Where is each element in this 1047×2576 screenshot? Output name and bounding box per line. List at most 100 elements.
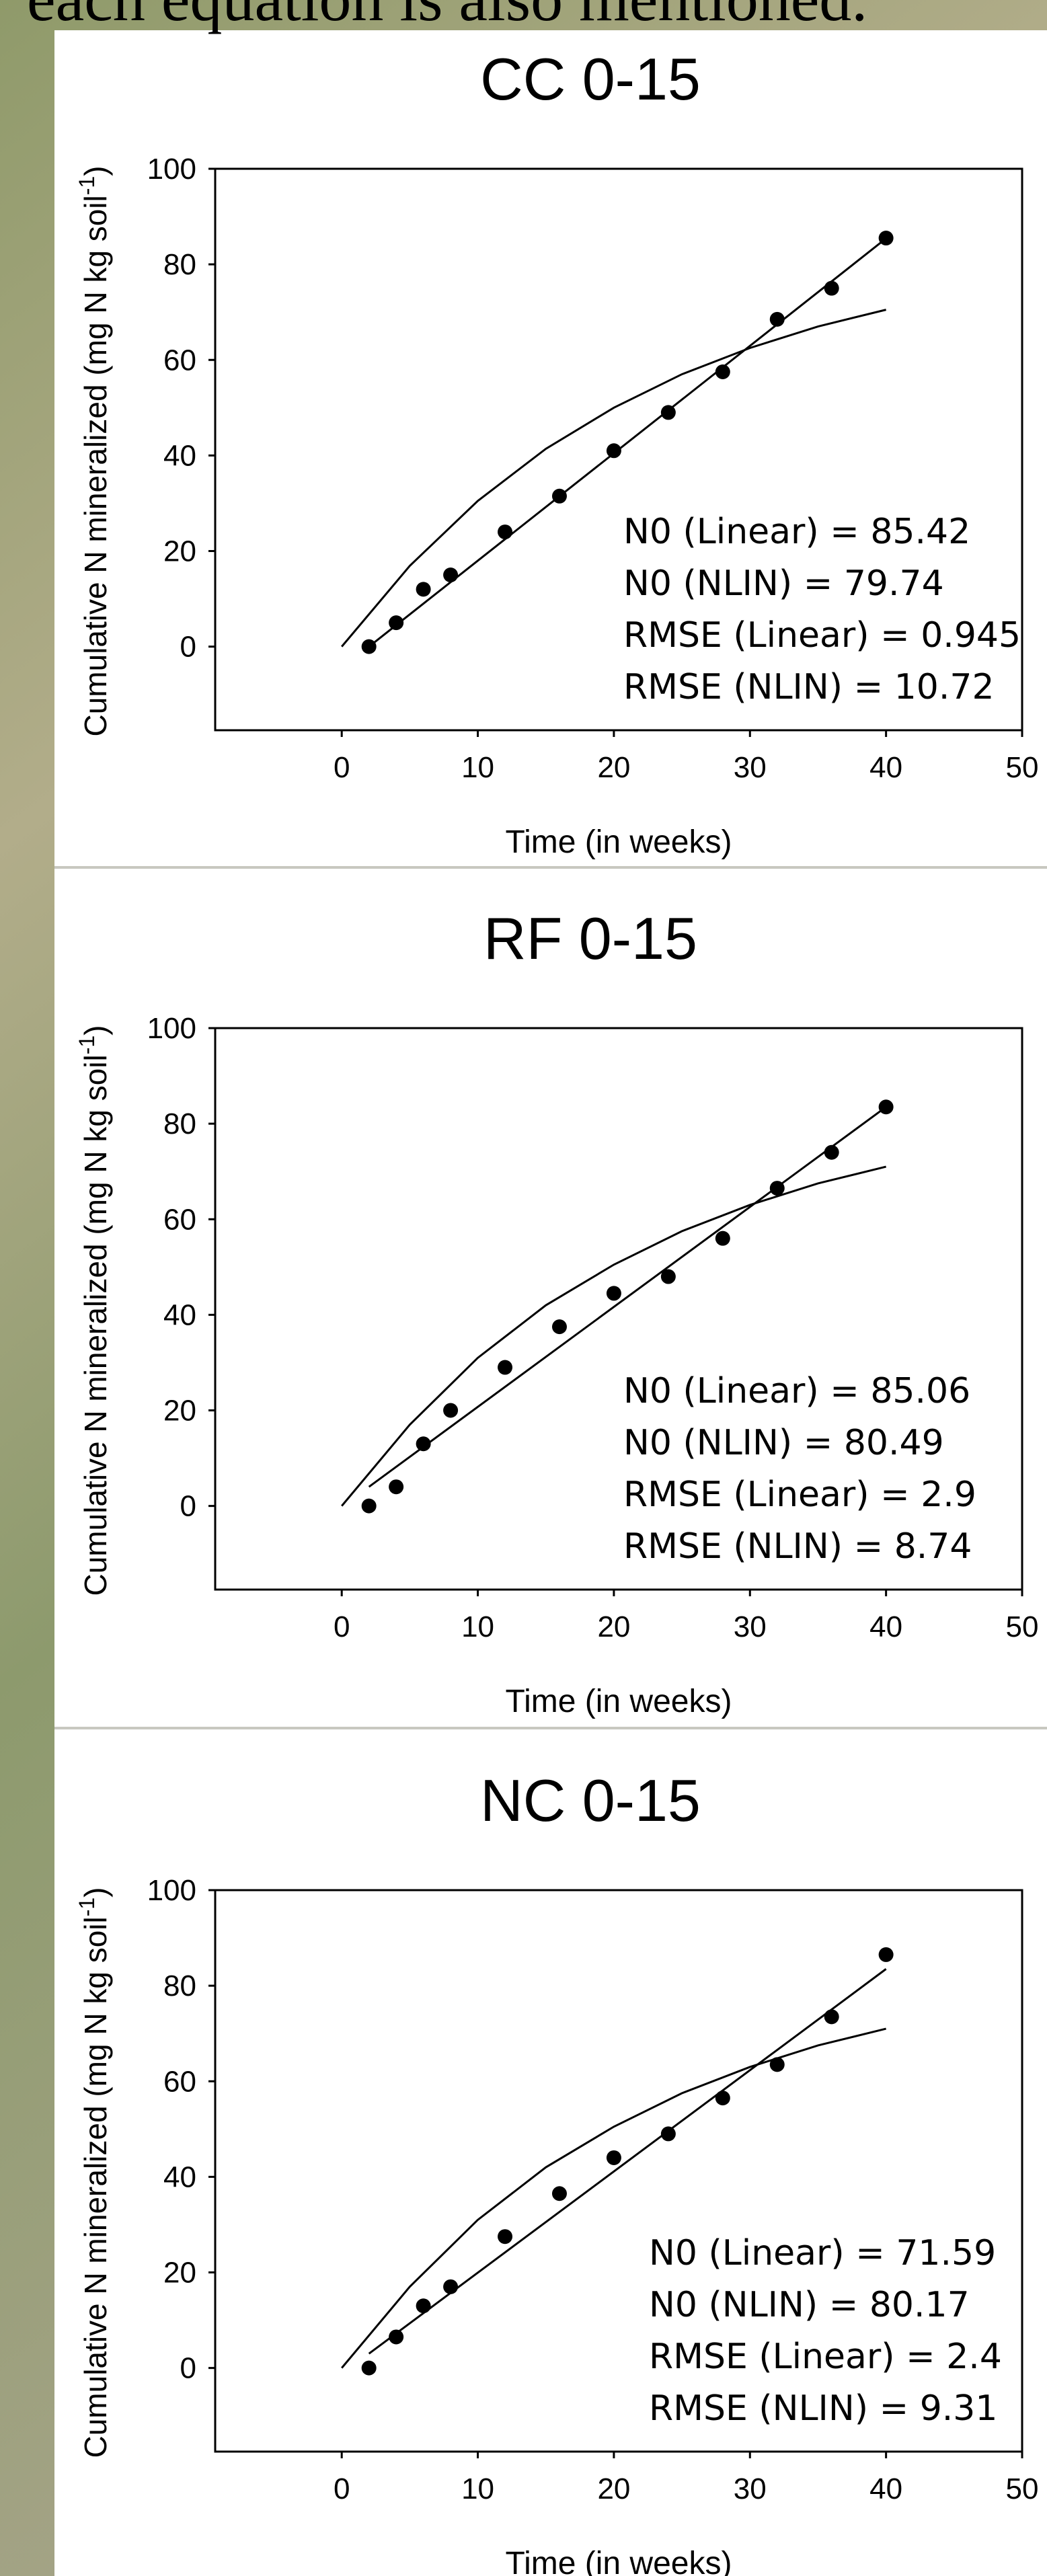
x-tick-label: 30 <box>734 1610 767 1643</box>
data-point <box>606 443 621 459</box>
data-point <box>498 524 513 540</box>
x-tick-label: 0 <box>334 751 350 784</box>
x-tick-label: 10 <box>461 2472 494 2505</box>
y-axis-label-text: Cumulative N mineralized (mg N kg soil <box>78 1054 113 1596</box>
chart-title: NC 0-15 <box>480 1767 701 1834</box>
y-axis-label-sup: -1 <box>75 176 99 195</box>
data-point <box>824 2009 839 2025</box>
annotation: N0 (NLIN) = 80.49 <box>623 1423 944 1463</box>
y-tick-label: 40 <box>163 439 196 472</box>
data-point <box>389 1479 404 1495</box>
annotation: N0 (Linear) = 71.59 <box>649 2233 996 2273</box>
x-tick-label: 50 <box>1006 751 1039 784</box>
annotation: RMSE (Linear) = 2.9 <box>623 1475 976 1515</box>
x-tick-label: 50 <box>1006 1610 1039 1643</box>
data-point <box>551 2186 567 2201</box>
y-tick-label: 60 <box>163 344 196 377</box>
annotation: RMSE (Linear) = 2.4 <box>649 2337 1002 2377</box>
y-axis-label-sup: -1 <box>75 1898 99 1916</box>
data-point <box>389 2329 404 2345</box>
y-tick-label: 20 <box>163 1395 196 1428</box>
annotation: N0 (NLIN) = 79.74 <box>623 563 944 604</box>
x-tick-label: 0 <box>334 2472 350 2505</box>
data-point <box>715 1231 730 1246</box>
linear-fit-line <box>368 1106 887 1488</box>
chart: RF 0-15 0 20 40 60 80 100 0 10 20 30 40 50 Time (in w… <box>75 905 1038 1719</box>
x-axis-label: Time (in weeks) <box>506 824 732 860</box>
y-axis-label-sup: -1 <box>75 1036 99 1054</box>
x-tick-label: 20 <box>597 1610 630 1643</box>
y-tick-label: 0 <box>180 2352 196 2385</box>
x-tick-label: 40 <box>869 2472 902 2505</box>
data-point <box>416 582 431 597</box>
y-tick-label: 0 <box>180 1490 196 1523</box>
annotation: N0 (Linear) = 85.42 <box>623 512 970 552</box>
y-tick-label: 20 <box>163 535 196 568</box>
x-tick-label: 40 <box>869 1610 902 1643</box>
y-tick-label: 100 <box>147 1012 196 1045</box>
y-axis-label-end: ) <box>78 165 113 175</box>
data-point <box>878 1947 894 1962</box>
y-axis-label-end: ) <box>78 1887 113 1897</box>
data-point <box>769 1181 785 1196</box>
x-tick-label: 40 <box>869 751 902 784</box>
data-point <box>715 2091 730 2106</box>
y-tick-label: 60 <box>163 2065 196 2098</box>
data-point <box>498 1360 513 1375</box>
x-tick-label: 20 <box>597 2472 630 2505</box>
data-point <box>551 1319 567 1335</box>
y-tick-label: 100 <box>147 153 196 186</box>
y-tick-label: 100 <box>147 1874 196 1907</box>
x-tick-label: 10 <box>461 751 494 784</box>
nlin-curve <box>341 1165 886 1507</box>
x-tick-label: 20 <box>597 751 630 784</box>
x-tick-label: 30 <box>734 2472 767 2505</box>
data-point <box>361 1498 377 1514</box>
y-tick-label: 40 <box>163 2160 196 2193</box>
data-point <box>606 1286 621 1301</box>
data-point <box>660 405 676 420</box>
y-axis-label: Cumulative N mineralized (mg N kg soil-1… <box>75 165 113 736</box>
data-point <box>769 311 785 327</box>
data-point <box>606 2150 621 2165</box>
data-point <box>551 488 567 504</box>
annotation: RMSE (NLIN) = 8.74 <box>623 1526 972 1567</box>
y-tick-label: 80 <box>163 1969 196 2002</box>
y-axis-label: Cumulative N mineralized (mg N kg soil-1… <box>75 1887 113 2458</box>
data-point <box>660 2126 676 2142</box>
x-tick-label: 30 <box>734 751 767 784</box>
data-point <box>443 1403 459 1418</box>
x-axis-label: Time (in weeks) <box>506 1684 732 1719</box>
annotation: N0 (NLIN) = 80.17 <box>649 2285 970 2325</box>
chart-title: CC 0-15 <box>480 46 701 112</box>
plot-frame <box>214 167 1023 732</box>
x-tick-label: 50 <box>1006 2472 1039 2505</box>
data-point <box>361 639 377 654</box>
y-axis-label-end: ) <box>78 1025 113 1035</box>
data-point <box>416 2298 431 2314</box>
data-point <box>715 364 730 380</box>
y-tick-label: 80 <box>163 1107 196 1140</box>
data-point <box>389 615 404 631</box>
plot-frame <box>214 1027 1023 1591</box>
x-tick-label: 0 <box>334 1610 350 1643</box>
data-point <box>498 2229 513 2245</box>
data-point <box>443 568 459 583</box>
annotation: RMSE (NLIN) = 9.31 <box>649 2388 997 2429</box>
y-axis-label-text: Cumulative N mineralized (mg N kg soil <box>78 1916 113 2458</box>
y-tick-label: 60 <box>163 1203 196 1236</box>
y-tick-label: 20 <box>163 2257 196 2290</box>
annotation: RMSE (NLIN) = 10.72 <box>623 667 995 707</box>
plot-frame <box>214 1889 1023 2453</box>
y-tick-label: 80 <box>163 248 196 281</box>
nlin-curve <box>341 309 886 648</box>
data-point <box>443 2279 459 2294</box>
annotation: RMSE (Linear) = 0.945 <box>623 615 1021 656</box>
data-point <box>878 231 894 246</box>
y-tick-label: 40 <box>163 1298 196 1331</box>
nlin-curve <box>341 2027 886 2369</box>
chart: CC 0-15 0 20 40 60 80 100 0 10 20 30 40 50 Time (in w… <box>75 46 1038 860</box>
data-point <box>361 2360 377 2376</box>
